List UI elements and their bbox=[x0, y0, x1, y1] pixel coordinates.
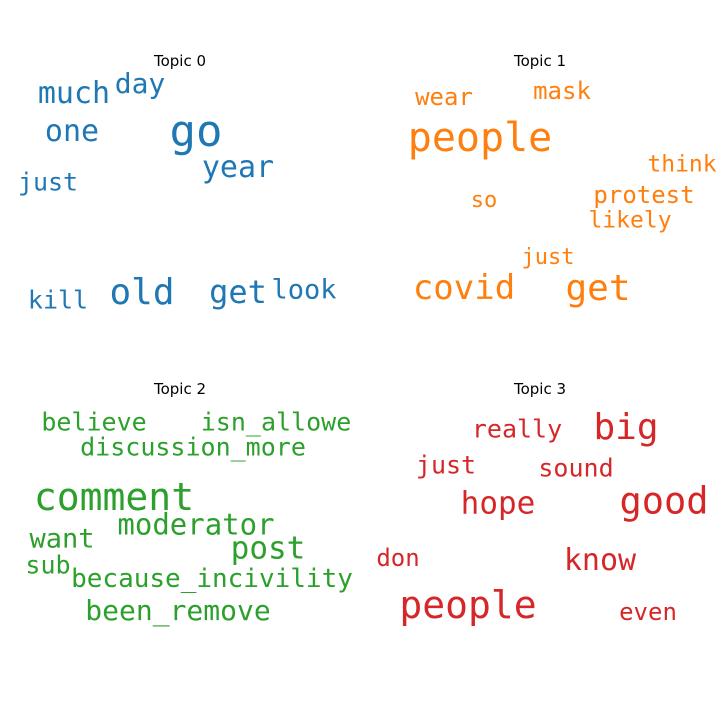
word-covid: covid bbox=[412, 268, 516, 308]
word-know: know bbox=[563, 543, 637, 578]
panel-title: Topic 2 bbox=[153, 380, 207, 398]
word-much: much bbox=[37, 76, 111, 111]
word-sub: sub bbox=[25, 550, 71, 580]
word-good: good bbox=[619, 479, 709, 523]
word-comment: comment bbox=[33, 475, 195, 519]
word-protest: protest bbox=[593, 181, 695, 209]
word-think: think bbox=[647, 151, 717, 178]
word-get: get bbox=[209, 273, 267, 311]
word-believe: believe bbox=[41, 407, 147, 437]
word-get: get bbox=[565, 268, 631, 309]
word-even: even bbox=[619, 598, 677, 626]
word-don: don bbox=[376, 544, 420, 572]
word-sound: sound bbox=[538, 453, 614, 483]
word-likely: likely bbox=[588, 207, 672, 234]
word-big: big bbox=[593, 407, 659, 448]
word-want: want bbox=[29, 523, 95, 555]
word-because-incivility: because_incivility bbox=[71, 564, 353, 594]
word-wear: wear bbox=[415, 83, 473, 111]
word-day: day bbox=[114, 67, 166, 100]
word-so: so bbox=[470, 188, 498, 213]
word-mask: mask bbox=[533, 77, 591, 105]
word-discussion-more: discussion_more bbox=[80, 432, 306, 462]
panel-title: Topic 0 bbox=[153, 52, 207, 70]
topic-3-panel: Topic 3 people good big hope know really just s… bbox=[360, 328, 720, 688]
word-old: old bbox=[109, 272, 175, 313]
word-go: go bbox=[169, 106, 223, 157]
word-one: one bbox=[44, 114, 100, 149]
panel-title: Topic 3 bbox=[513, 380, 567, 398]
word-isn-allowe: isn_allowe bbox=[200, 407, 352, 437]
word-people: people bbox=[399, 583, 537, 627]
topic-2-panel: Topic 2 comment moderator post been_remove w… bbox=[0, 328, 360, 688]
word-just: just bbox=[415, 450, 477, 480]
word-post: post bbox=[230, 530, 306, 567]
topic-0-panel: Topic 0 go old much one year get day look just ki… bbox=[0, 0, 360, 360]
word-really: really bbox=[471, 414, 563, 444]
word-people: people bbox=[407, 115, 553, 161]
word-just: just bbox=[521, 245, 575, 270]
word-just: just bbox=[17, 167, 79, 197]
panel-title: Topic 1 bbox=[513, 52, 567, 70]
word-kill: kill bbox=[27, 285, 89, 315]
word-hope: hope bbox=[460, 485, 536, 522]
topic-1-panel: Topic 1 people get covid wear mask protest thi… bbox=[360, 0, 720, 360]
word-year: year bbox=[201, 150, 275, 185]
word-look: look bbox=[271, 274, 337, 306]
word-been-remove: been_remove bbox=[85, 594, 271, 627]
word-moderator: moderator bbox=[117, 507, 275, 542]
